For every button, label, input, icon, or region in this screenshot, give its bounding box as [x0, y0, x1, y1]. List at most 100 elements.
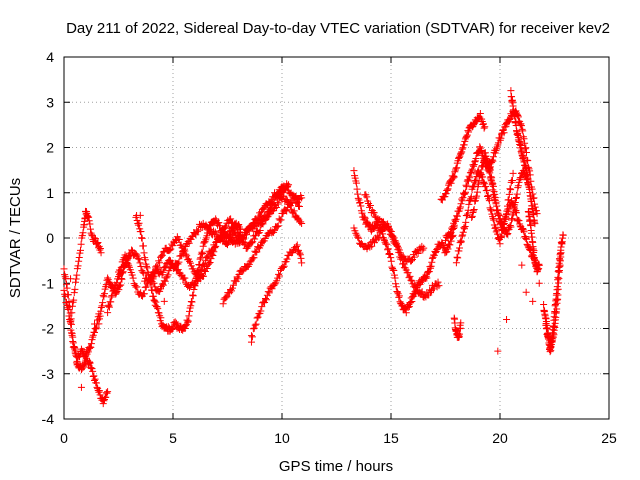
data-point — [456, 205, 464, 213]
data-point — [181, 324, 189, 332]
data-point — [232, 223, 240, 231]
data-point — [158, 251, 166, 259]
data-point — [84, 348, 92, 356]
data-point — [92, 325, 100, 333]
data-point — [353, 185, 361, 193]
data-point — [434, 278, 442, 286]
data-point — [513, 190, 521, 198]
data-point — [482, 152, 490, 160]
data-point — [236, 238, 244, 246]
data-point — [422, 272, 430, 280]
data-point — [442, 190, 450, 198]
data-point — [394, 242, 402, 250]
y-axis-label: SDTVAR / TECUs — [7, 178, 24, 298]
data-point — [71, 285, 79, 293]
data-point — [354, 233, 362, 241]
data-point — [502, 214, 510, 222]
data-point — [451, 216, 459, 224]
data-point — [189, 292, 197, 300]
data-point — [203, 253, 211, 261]
data-point — [160, 297, 168, 305]
data-point — [196, 255, 204, 263]
data-point — [197, 266, 205, 274]
data-point — [156, 317, 164, 325]
data-point — [467, 168, 475, 176]
data-point — [187, 297, 195, 305]
data-point — [96, 312, 104, 320]
data-point — [486, 169, 494, 177]
data-point — [103, 389, 111, 397]
data-point — [450, 221, 458, 229]
data-point — [441, 193, 449, 201]
data-point — [456, 203, 464, 211]
data-point — [491, 196, 499, 204]
data-point — [161, 277, 169, 285]
data-point — [138, 234, 146, 242]
data-point — [514, 113, 522, 121]
data-point — [91, 320, 99, 328]
data-point — [524, 157, 532, 165]
data-point — [68, 309, 76, 317]
data-point — [420, 244, 428, 252]
data-point — [149, 273, 157, 281]
data-point — [508, 215, 516, 223]
data-point — [67, 275, 75, 283]
data-point — [408, 257, 416, 265]
data-point — [509, 209, 517, 217]
data-point — [67, 319, 75, 327]
data-point — [185, 239, 193, 247]
y-tick-label: -1 — [42, 275, 55, 291]
data-point — [280, 262, 288, 270]
data-point — [481, 149, 489, 157]
data-point — [298, 259, 306, 267]
data-point — [418, 288, 426, 296]
data-point — [517, 141, 525, 149]
data-point — [175, 235, 183, 243]
data-point — [468, 212, 476, 220]
data-point — [456, 244, 464, 252]
data-point — [452, 164, 460, 172]
data-point — [432, 249, 440, 257]
y-tick-label: 2 — [46, 140, 54, 156]
data-point — [500, 129, 508, 137]
data-point — [492, 223, 500, 231]
data-point — [166, 256, 174, 264]
data-point — [77, 246, 85, 254]
data-point — [134, 254, 142, 262]
data-point — [159, 281, 167, 289]
data-point — [97, 307, 105, 315]
data-point — [358, 209, 366, 217]
data-point — [494, 347, 502, 355]
data-point — [535, 279, 543, 287]
data-point — [253, 314, 261, 322]
data-point — [453, 212, 461, 220]
data-point — [221, 224, 229, 232]
data-point — [139, 268, 147, 276]
data-point — [279, 263, 287, 271]
data-point — [105, 303, 113, 311]
data-point — [465, 200, 473, 208]
data-point — [236, 228, 244, 236]
data-point — [490, 216, 498, 224]
data-point — [405, 303, 413, 311]
data-point — [488, 156, 496, 164]
data-point — [86, 225, 94, 233]
data-point — [487, 206, 495, 214]
data-point — [518, 125, 526, 133]
data-point — [466, 196, 474, 204]
data-point — [99, 291, 107, 299]
data-point — [395, 292, 403, 300]
data-point — [75, 253, 83, 261]
data-point — [72, 278, 80, 286]
data-point — [519, 225, 527, 233]
data-point — [133, 283, 141, 291]
data-point — [503, 231, 511, 239]
data-point — [520, 228, 528, 236]
data-point — [149, 292, 157, 300]
data-point — [494, 230, 502, 238]
data-point — [205, 259, 213, 267]
data-point — [519, 127, 527, 135]
data-point — [355, 234, 363, 242]
data-point — [172, 319, 180, 327]
data-point — [277, 216, 285, 224]
